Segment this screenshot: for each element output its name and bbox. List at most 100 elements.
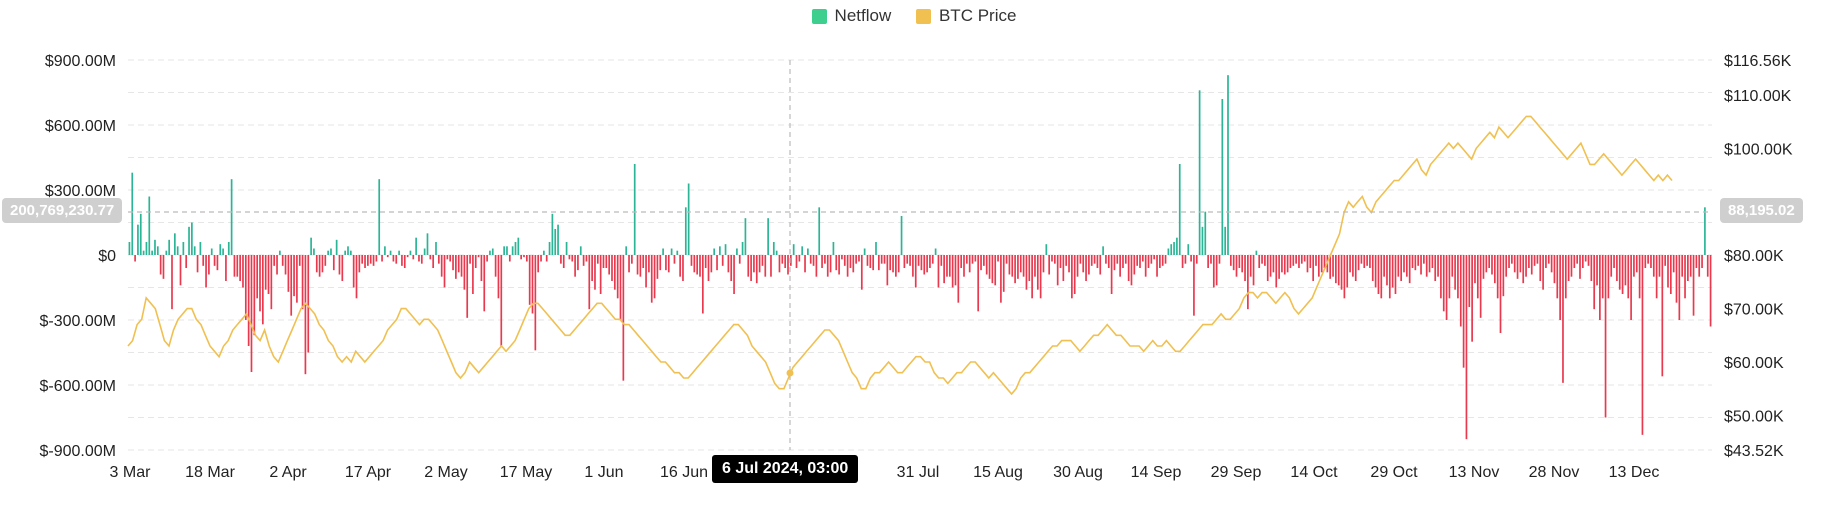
netflow-bar bbox=[1031, 255, 1033, 299]
netflow-bar bbox=[508, 255, 511, 262]
netflow-bar bbox=[1411, 255, 1414, 268]
netflow-bar bbox=[338, 255, 341, 275]
netflow-bar bbox=[1281, 255, 1283, 273]
netflow-bar bbox=[1048, 255, 1051, 275]
netflow-bar bbox=[770, 255, 772, 277]
netflow-bar bbox=[1315, 255, 1317, 266]
netflow-bar bbox=[733, 255, 735, 294]
netflow-bar bbox=[829, 255, 832, 273]
netflow-bar bbox=[721, 255, 724, 266]
netflow-bar bbox=[409, 250, 412, 255]
netflow-bar bbox=[1658, 255, 1661, 277]
netflow-bar bbox=[1238, 255, 1241, 268]
netflow-bar bbox=[1644, 255, 1647, 268]
netflow-bar bbox=[1513, 255, 1516, 273]
netflow-bar bbox=[1462, 255, 1465, 368]
netflow-bar bbox=[474, 255, 477, 268]
netflow-bar bbox=[412, 255, 415, 260]
netflow-bar bbox=[1579, 255, 1581, 279]
netflow-bar bbox=[1065, 255, 1068, 266]
netflow-bar bbox=[1485, 255, 1488, 273]
right-tick-label: $110.00K bbox=[1724, 88, 1792, 105]
netflow-bar bbox=[287, 255, 290, 292]
netflow-bar bbox=[256, 255, 259, 299]
netflow-bar bbox=[809, 255, 812, 264]
netflow-bar bbox=[724, 244, 727, 255]
netflow-bar bbox=[1300, 255, 1303, 264]
netflow-bar bbox=[1633, 255, 1635, 277]
netflow-bar bbox=[1039, 255, 1042, 299]
x-tick-label: 15 Aug bbox=[973, 464, 1023, 481]
legend-netflow[interactable]: Netflow bbox=[811, 6, 891, 26]
x-tick-label: 2 Apr bbox=[269, 464, 307, 481]
netflow-bar bbox=[863, 248, 866, 255]
netflow-bar bbox=[1423, 255, 1425, 264]
netflow-bar bbox=[1266, 255, 1269, 281]
netflow-bar bbox=[951, 255, 954, 288]
netflow-bar bbox=[497, 255, 500, 299]
netflow-bar bbox=[895, 255, 897, 277]
netflow-bar bbox=[1017, 255, 1019, 279]
netflow-bar bbox=[210, 248, 213, 255]
netflow-bar bbox=[1349, 255, 1351, 273]
netflow-bar bbox=[281, 255, 284, 266]
netflow-bar bbox=[128, 242, 131, 255]
netflow-bar bbox=[1601, 255, 1604, 299]
btc-price-line bbox=[127, 115, 1673, 396]
netflow-bar bbox=[1337, 255, 1340, 286]
netflow-bar bbox=[965, 255, 968, 264]
netflow-bar bbox=[980, 255, 982, 271]
netflow-bar bbox=[1635, 255, 1638, 273]
netflow-bar bbox=[156, 246, 159, 255]
netflow-bar bbox=[296, 255, 298, 303]
netflow-bar bbox=[457, 255, 460, 273]
netflow-bar bbox=[545, 255, 548, 262]
netflow-bar bbox=[843, 255, 846, 266]
legend-price[interactable]: BTC Price bbox=[915, 6, 1016, 26]
netflow-bar bbox=[1340, 255, 1343, 290]
netflow-bar bbox=[361, 255, 364, 264]
netflow-bar bbox=[426, 233, 429, 255]
netflow-bar bbox=[741, 242, 744, 255]
netflow-bar bbox=[807, 248, 809, 255]
netflow-bar bbox=[349, 250, 352, 255]
netflow-bar bbox=[398, 250, 400, 255]
netflow-bar bbox=[520, 255, 523, 260]
netflow-bar bbox=[1210, 255, 1212, 264]
netflow-bar bbox=[162, 255, 165, 279]
netflow-bar bbox=[1102, 246, 1104, 255]
netflow-bar bbox=[506, 246, 508, 255]
netflow-bar bbox=[1320, 255, 1323, 273]
netflow-bar bbox=[1706, 255, 1709, 277]
netflow-bar bbox=[1247, 255, 1249, 310]
netflow-bar bbox=[1451, 255, 1454, 277]
netflow-bar bbox=[244, 255, 247, 320]
netflow-bar bbox=[835, 255, 838, 271]
netflow-bar bbox=[1681, 255, 1684, 277]
netflow-bar bbox=[1079, 255, 1082, 264]
netflow-bar bbox=[1388, 255, 1391, 299]
netflow-bar bbox=[1241, 255, 1244, 273]
netflow-bar bbox=[599, 255, 602, 294]
netflow-bar bbox=[594, 255, 596, 290]
netflow-bar bbox=[1505, 255, 1508, 277]
netflow-bar bbox=[633, 164, 636, 255]
x-tick-label: 30 Aug bbox=[1053, 464, 1103, 481]
netflow-bar bbox=[1093, 255, 1096, 264]
netflow-bar bbox=[369, 255, 372, 264]
netflow-bar bbox=[758, 255, 761, 273]
right-tick-label: $80.00K bbox=[1724, 248, 1784, 265]
netflow-bar bbox=[247, 255, 250, 346]
netflow-bar bbox=[1584, 255, 1587, 262]
netflow-bar bbox=[781, 255, 784, 264]
netflow-bar bbox=[1122, 255, 1124, 268]
netflow-bar bbox=[1499, 255, 1502, 333]
netflow-bar bbox=[1099, 255, 1102, 275]
netflow-bar bbox=[716, 255, 718, 271]
netflow-bar bbox=[778, 255, 781, 273]
netflow-bar bbox=[455, 255, 457, 279]
netflow-bar bbox=[483, 255, 486, 312]
netflow-bar bbox=[1085, 255, 1087, 281]
netflow-bar bbox=[1627, 255, 1630, 299]
